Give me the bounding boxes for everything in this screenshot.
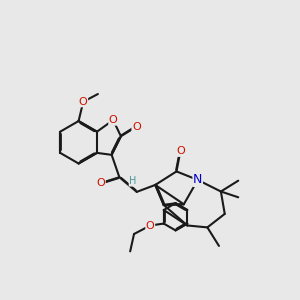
Text: O: O xyxy=(109,115,118,125)
Text: H: H xyxy=(129,176,137,186)
Text: O: O xyxy=(97,178,105,188)
Text: N: N xyxy=(193,173,202,186)
Text: O: O xyxy=(176,146,185,156)
Text: O: O xyxy=(146,220,154,230)
Text: O: O xyxy=(79,97,88,107)
Text: O: O xyxy=(132,122,141,132)
